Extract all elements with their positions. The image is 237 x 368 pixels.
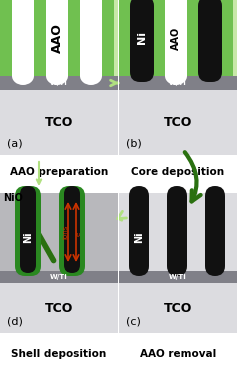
- Bar: [119, 193, 237, 271]
- Bar: [221, 0, 233, 76]
- Text: TCO: TCO: [45, 301, 73, 315]
- Bar: [0, 0, 12, 76]
- Bar: [119, 90, 237, 155]
- Bar: [119, 271, 237, 283]
- Ellipse shape: [80, 67, 102, 85]
- Ellipse shape: [165, 67, 187, 85]
- Text: W/Ti: W/Ti: [169, 274, 187, 280]
- Bar: [68, 0, 80, 76]
- FancyBboxPatch shape: [59, 186, 85, 276]
- FancyBboxPatch shape: [15, 186, 41, 276]
- Text: Ni: Ni: [23, 231, 33, 243]
- Text: e⁻: e⁻: [76, 228, 82, 236]
- Bar: [119, 0, 131, 76]
- Bar: [0, 76, 118, 90]
- FancyBboxPatch shape: [205, 186, 225, 276]
- Ellipse shape: [12, 67, 34, 85]
- Text: AAO removal: AAO removal: [140, 349, 216, 359]
- Text: AAO preparation: AAO preparation: [10, 167, 108, 177]
- Bar: [80, 0, 102, 76]
- Text: TCO: TCO: [164, 116, 192, 129]
- Text: Core deposition: Core deposition: [132, 167, 225, 177]
- Text: AAO: AAO: [50, 23, 64, 53]
- Text: TCO: TCO: [45, 116, 73, 129]
- Bar: [102, 0, 114, 76]
- Ellipse shape: [46, 67, 68, 85]
- Bar: [0, 0, 118, 76]
- FancyBboxPatch shape: [20, 186, 36, 273]
- Bar: [119, 283, 237, 333]
- Bar: [118, 0, 119, 368]
- Bar: [12, 0, 34, 76]
- Bar: [119, 76, 237, 90]
- Text: NiO: NiO: [3, 193, 23, 203]
- Bar: [0, 193, 118, 271]
- Bar: [0, 283, 118, 333]
- Bar: [165, 0, 187, 76]
- Text: Ni: Ni: [134, 231, 144, 243]
- Text: (b): (b): [126, 138, 142, 148]
- Text: W/Ti: W/Ti: [50, 80, 68, 86]
- Text: (d): (d): [7, 316, 23, 326]
- Bar: [46, 0, 68, 76]
- Text: (c): (c): [126, 316, 141, 326]
- Text: W/Ti: W/Ti: [169, 80, 187, 86]
- Text: W/Ti: W/Ti: [50, 274, 68, 280]
- Text: AAO: AAO: [171, 26, 181, 50]
- Bar: [0, 271, 118, 283]
- Text: Ni: Ni: [137, 32, 147, 45]
- FancyBboxPatch shape: [167, 186, 187, 276]
- Text: TCO: TCO: [164, 301, 192, 315]
- Bar: [119, 0, 237, 76]
- FancyBboxPatch shape: [198, 0, 222, 82]
- Text: ions: ions: [62, 225, 68, 239]
- Text: (a): (a): [7, 138, 23, 148]
- FancyBboxPatch shape: [130, 0, 154, 82]
- Bar: [0, 90, 118, 155]
- Bar: [187, 0, 199, 76]
- Bar: [34, 0, 46, 76]
- Bar: [153, 0, 165, 76]
- Text: Shell deposition: Shell deposition: [11, 349, 107, 359]
- FancyBboxPatch shape: [129, 186, 149, 276]
- FancyBboxPatch shape: [64, 186, 80, 273]
